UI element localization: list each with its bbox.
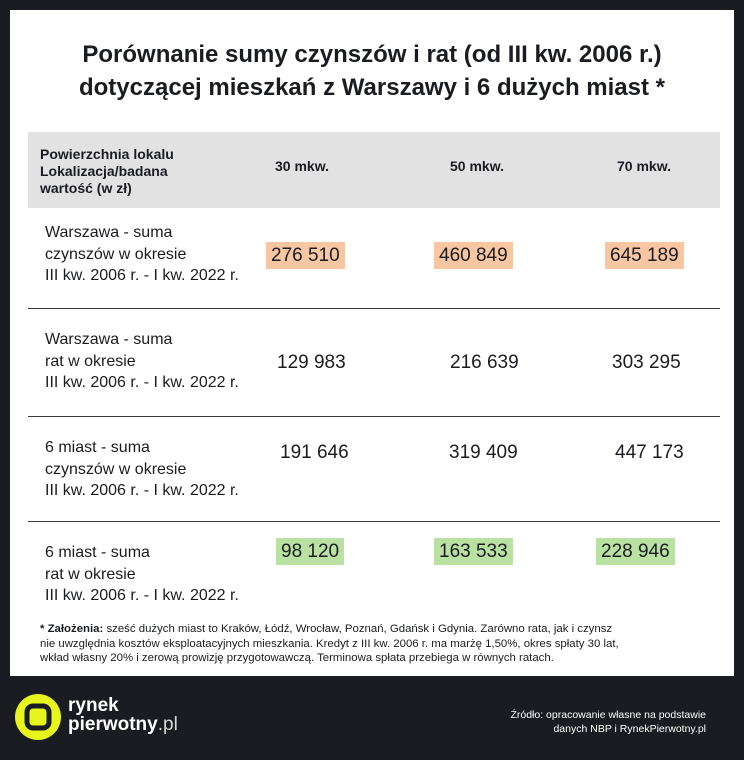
source-line-1: Źródło: opracowanie własne na podstawie — [510, 709, 706, 723]
rynek-pierwotny-logo-icon — [14, 693, 62, 741]
column-header-30: 30 mkw. — [275, 158, 329, 174]
table-row: 6 miast - suma rat w okresie III kw. 200… — [28, 528, 720, 630]
row-label-line: III kw. 2006 r. - I kw. 2022 r. — [45, 372, 275, 394]
brand-name: pierwotny — [68, 714, 158, 735]
brand-domain: .pl — [158, 714, 178, 735]
column-header-50: 50 mkw. — [450, 158, 504, 174]
header-label-line: Lokalizacja/badana — [40, 163, 240, 180]
row-label-line: 6 miast - suma — [45, 437, 275, 459]
row-label: 6 miast - suma czynszów w okresie III kw… — [45, 437, 275, 502]
row-label-line: Warszawa - suma — [45, 222, 275, 244]
row-divider — [28, 308, 720, 309]
assumptions-footnote: * Założenia: sześć dużych miast to Krakó… — [40, 622, 720, 666]
row-label-line: rat w okresie — [45, 564, 275, 586]
page-title: Porównanie sumy czynszów i rat (od III k… — [10, 38, 734, 104]
table-row: Warszawa - suma rat w okresie III kw. 20… — [28, 315, 720, 417]
cell-value: 645 189 — [605, 242, 684, 269]
row-label: 6 miast - suma rat w okresie III kw. 200… — [45, 542, 275, 607]
header-label-line: Powierzchnia lokalu — [40, 146, 240, 163]
row-label-line: III kw. 2006 r. - I kw. 2022 r. — [45, 480, 275, 502]
brand-line-2: pierwotny.pl — [68, 715, 178, 734]
brand-line-1: rynek — [68, 696, 178, 715]
table-row: 6 miast - suma czynszów w okresie III kw… — [28, 423, 720, 525]
title-line-2: dotyczącej mieszkań z Warszawy i 6 dużyc… — [10, 71, 734, 104]
row-label-line: 6 miast - suma — [45, 542, 275, 564]
cell-value: 447 173 — [610, 439, 689, 466]
footnote-bold-label: * Założenia: — [40, 623, 103, 635]
header-label-line: wartość (w zł) — [40, 180, 240, 197]
row-divider — [28, 416, 720, 417]
cell-value: 216 639 — [445, 349, 524, 376]
footnote-line-3: wkład własny 20% i zerową prowizję przyg… — [40, 651, 720, 666]
row-label: Warszawa - suma czynszów w okresie III k… — [45, 222, 275, 287]
row-label-line: III kw. 2006 r. - I kw. 2022 r. — [45, 265, 275, 287]
cell-value: 460 849 — [434, 242, 513, 269]
cell-value: 191 646 — [275, 439, 354, 466]
cell-value: 98 120 — [276, 538, 344, 565]
footnote-line-1-text: sześć dużych miast to Kraków, Łódź, Wroc… — [103, 623, 612, 635]
row-label-line: czynszów w okresie — [45, 459, 275, 481]
table-row: Warszawa - suma czynszów w okresie III k… — [28, 208, 720, 310]
title-line-1: Porównanie sumy czynszów i rat (od III k… — [10, 38, 734, 71]
row-label-line: rat w okresie — [45, 351, 275, 373]
source-line-2: danych NBP i RynekPierwotny.pl — [510, 723, 706, 737]
row-divider — [28, 521, 720, 522]
row-label-line: III kw. 2006 r. - I kw. 2022 r. — [45, 585, 275, 607]
cell-value: 276 510 — [266, 242, 345, 269]
footnote-line-1: * Założenia: sześć dużych miast to Krakó… — [40, 622, 720, 637]
cell-value: 303 295 — [607, 349, 686, 376]
table-header: Powierzchnia lokalu Lokalizacja/badana w… — [28, 132, 720, 208]
footnote-line-2: nie uwzględnia kosztów eksploatacyjnych … — [40, 637, 720, 652]
cell-value: 319 409 — [444, 439, 523, 466]
row-label-line: czynszów w okresie — [45, 244, 275, 266]
row-label: Warszawa - suma rat w okresie III kw. 20… — [45, 329, 275, 394]
source-note: Źródło: opracowanie własne na podstawie … — [510, 709, 706, 736]
column-header-70: 70 mkw. — [617, 158, 671, 174]
brand-wordmark: rynek pierwotny.pl — [68, 696, 178, 734]
infographic-card: Porównanie sumy czynszów i rat (od III k… — [10, 10, 734, 676]
cell-value: 228 946 — [596, 538, 675, 565]
cell-value: 163 533 — [434, 538, 513, 565]
cell-value: 129 983 — [272, 349, 351, 376]
row-label-line: Warszawa - suma — [45, 329, 275, 351]
header-label: Powierzchnia lokalu Lokalizacja/badana w… — [40, 146, 240, 197]
